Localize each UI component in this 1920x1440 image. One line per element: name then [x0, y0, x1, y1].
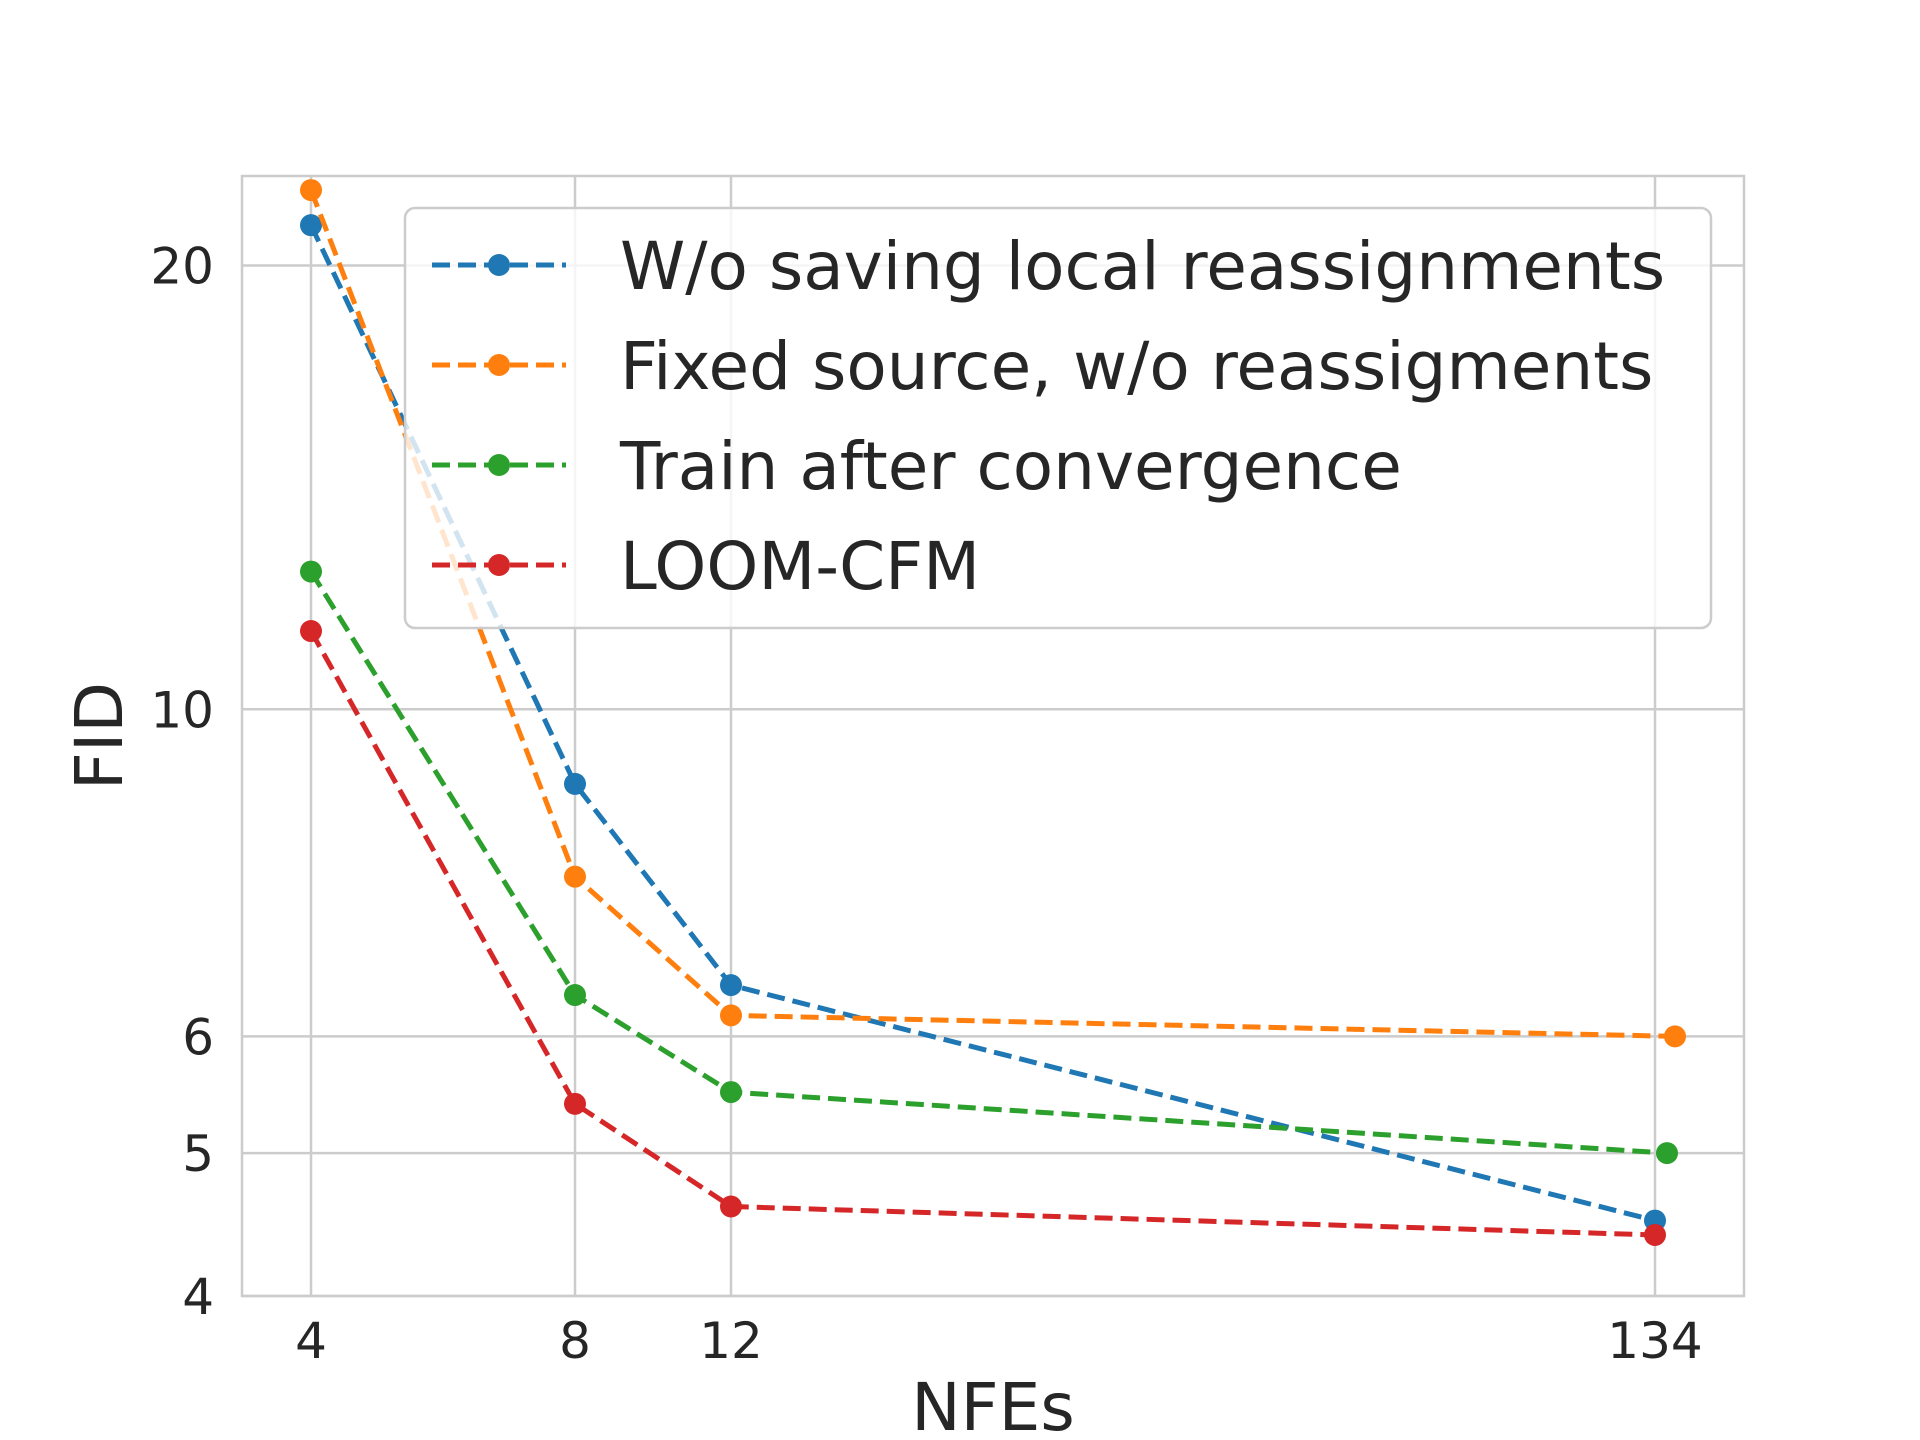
legend-marker [488, 454, 510, 476]
y-tick-label: 10 [150, 681, 214, 739]
data-point [300, 620, 322, 643]
data-point [564, 865, 586, 888]
legend-label: W/o saving local reassignments [620, 228, 1665, 305]
legend-entry: W/o saving local reassignments [432, 228, 1665, 305]
legend-marker [488, 554, 510, 576]
y-tick-label: 20 [150, 237, 214, 295]
legend-entry: Fixed source, w/o reassigments [432, 328, 1653, 405]
legend-entry: LOOM-CFM [432, 528, 980, 605]
series-line [308, 224, 1656, 1224]
data-point [564, 984, 586, 1007]
x-tick-label: 8 [559, 1312, 591, 1370]
y-axis-label: FID [61, 682, 138, 790]
data-point [300, 560, 322, 583]
x-tick-labels: 4 8 12 134 [295, 1312, 1703, 1370]
y-tick-label: 5 [182, 1125, 214, 1183]
data-point [1664, 1025, 1686, 1048]
legend-marker [488, 354, 510, 376]
x-tick-label: 12 [699, 1312, 763, 1370]
data-point [720, 1004, 742, 1027]
data-point [1644, 1223, 1666, 1246]
data-point [720, 1195, 742, 1218]
data-point [1656, 1142, 1678, 1165]
data-point [564, 1092, 586, 1115]
legend: W/o saving local reassignments Fixed sour… [403, 206, 1713, 630]
y-tick-label: 6 [182, 1008, 214, 1066]
data-point [720, 1081, 742, 1104]
legend-label: Train after convergence [619, 428, 1402, 505]
legend-label: LOOM-CFM [620, 528, 980, 605]
y-tick-labels: 4 5 6 10 20 [150, 237, 214, 1326]
x-axis-label: NFEs [911, 1369, 1074, 1440]
y-tick-label: 4 [182, 1268, 214, 1326]
data-point [300, 179, 322, 202]
series-lines [300, 179, 1686, 1246]
x-tick-label: 134 [1607, 1312, 1702, 1370]
axes-frame [240, 174, 1746, 1298]
data-point [564, 772, 586, 795]
legend-entry: Train after convergence [432, 428, 1402, 505]
series-line [308, 570, 1668, 1156]
legend-marker [488, 254, 510, 276]
legend-label: Fixed source, w/o reassigments [620, 328, 1653, 405]
legend-box [403, 206, 1713, 630]
data-point [720, 974, 742, 997]
x-tick-label: 4 [295, 1312, 327, 1370]
series-line [308, 629, 1656, 1238]
series-4 [300, 620, 1666, 1246]
series-3 [300, 560, 1678, 1165]
data-point [300, 214, 322, 237]
